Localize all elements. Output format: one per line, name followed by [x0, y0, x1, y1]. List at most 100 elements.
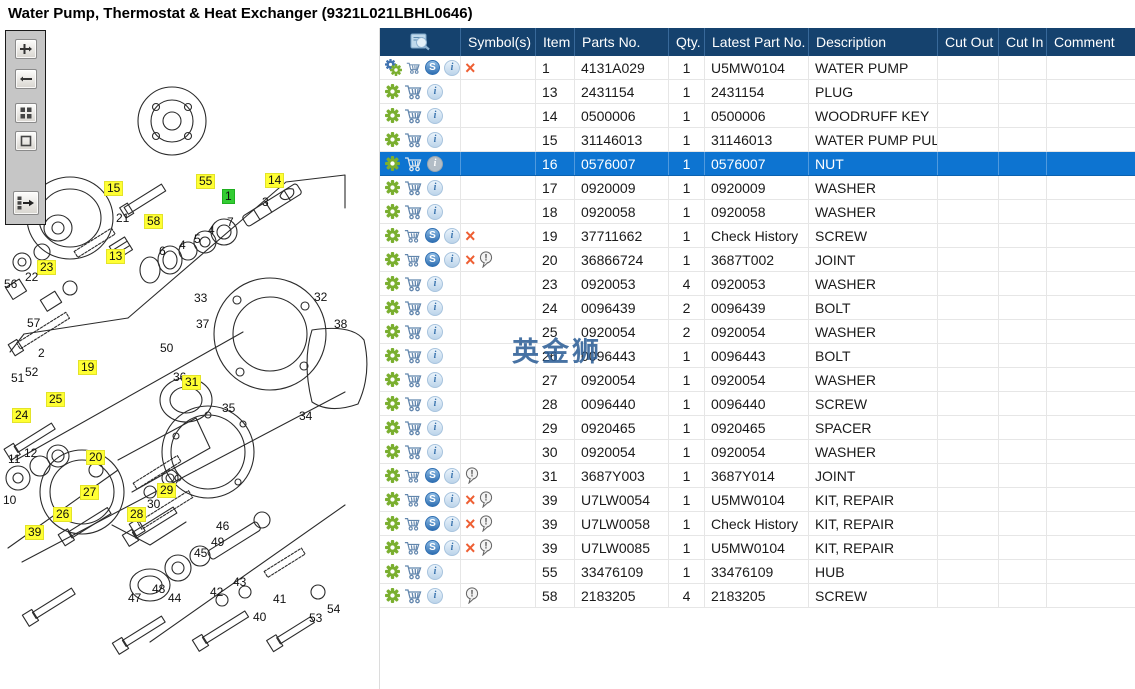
diagram-label-4[interactable]: 4 [179, 238, 186, 252]
fit-view-button[interactable] [15, 131, 37, 151]
add-to-cart-icon[interactable] [406, 60, 421, 76]
add-part-gear-icon[interactable] [385, 396, 400, 411]
add-part-gear-icon[interactable] [385, 252, 400, 267]
supersession-badge-icon[interactable]: S [425, 540, 440, 555]
add-to-cart-icon[interactable] [404, 132, 423, 148]
add-to-cart-icon[interactable] [404, 276, 423, 292]
diagram-label-40[interactable]: 40 [253, 610, 267, 624]
add-part-gear-icon[interactable] [385, 324, 400, 339]
add-to-cart-icon[interactable] [404, 516, 421, 532]
diagram-label-52[interactable]: 52 [25, 365, 39, 379]
diagram-label-23[interactable]: 23 [37, 260, 57, 275]
header-cut-in[interactable]: Cut In [999, 28, 1047, 56]
diagram-label-29[interactable]: 29 [157, 483, 177, 498]
info-badge-icon[interactable]: i [427, 107, 443, 124]
diagram-label-27[interactable]: 27 [80, 485, 100, 500]
header-symbol-s-[interactable]: Symbol(s) [461, 28, 536, 56]
info-badge-icon[interactable]: i [427, 155, 443, 172]
info-badge-icon[interactable]: i [427, 419, 443, 436]
add-part-gear-icon[interactable] [385, 348, 400, 363]
diagram-label-55[interactable]: 55 [196, 174, 216, 189]
supersession-badge-icon[interactable]: S [425, 468, 440, 483]
header-preview-cell[interactable] [380, 28, 461, 56]
info-badge-icon[interactable]: i [444, 59, 460, 76]
table-row[interactable]: i 15 31146013 1 31146013 WATER PUMP PUL [380, 128, 1135, 152]
diagram-label-21[interactable]: 21 [116, 211, 130, 225]
table-row[interactable]: i 29 0920465 1 0920465 SPACER [380, 416, 1135, 440]
diagram-label-58[interactable]: 58 [144, 214, 164, 229]
table-row[interactable]: i 25 0920054 2 0920054 WASHER [380, 320, 1135, 344]
diagram-label-49[interactable]: 49 [211, 535, 225, 549]
table-row[interactable]: i 30 0920054 1 0920054 WASHER [380, 440, 1135, 464]
diagram-label-4[interactable]: 4 [208, 223, 215, 237]
add-to-cart-icon[interactable] [404, 108, 423, 124]
info-badge-icon[interactable]: i [427, 323, 443, 340]
info-badge-icon[interactable]: i [427, 299, 443, 316]
add-part-gear-icon[interactable] [385, 564, 400, 579]
table-row[interactable]: i 14 0500006 1 0500006 WOODRUFF KEY [380, 104, 1135, 128]
diagram-label-35[interactable]: 35 [222, 401, 236, 415]
add-to-cart-icon[interactable] [404, 444, 423, 460]
diagram-label-46[interactable]: 46 [216, 519, 230, 533]
info-badge-icon[interactable]: i [427, 275, 443, 292]
add-to-cart-icon[interactable] [404, 492, 421, 508]
add-to-cart-icon[interactable] [404, 540, 421, 556]
diagram-label-33[interactable]: 33 [194, 291, 208, 305]
add-to-cart-icon[interactable] [404, 396, 423, 412]
header-description[interactable]: Description [809, 28, 938, 56]
supersession-badge-icon[interactable]: S [425, 516, 440, 531]
info-badge-icon[interactable]: i [444, 467, 460, 484]
add-part-gear-icon[interactable] [385, 132, 400, 147]
diagram-label-41[interactable]: 41 [273, 592, 287, 606]
send-to-list-button[interactable] [13, 191, 39, 215]
table-row[interactable]: i 28 0096440 1 0096440 SCREW [380, 392, 1135, 416]
table-row[interactable]: i 55 33476109 1 33476109 HUB [380, 560, 1135, 584]
diagram-label-54[interactable]: 54 [327, 602, 341, 616]
add-to-cart-icon[interactable] [404, 348, 423, 364]
info-badge-icon[interactable]: i [427, 587, 443, 604]
info-badge-icon[interactable]: i [444, 515, 460, 532]
add-to-cart-icon[interactable] [404, 156, 423, 172]
info-badge-icon[interactable]: i [427, 371, 443, 388]
zoom-in-button[interactable] [15, 39, 37, 59]
add-part-gear-icon[interactable] [385, 444, 400, 459]
diagram-label-6[interactable]: 6 [159, 244, 166, 258]
table-row[interactable]: i 23 0920053 4 0920053 WASHER [380, 272, 1135, 296]
info-badge-icon[interactable]: i [427, 83, 443, 100]
info-badge-icon[interactable]: i [427, 179, 443, 196]
add-part-gear-icon[interactable] [385, 204, 400, 219]
diagram-label-13[interactable]: 13 [106, 249, 126, 264]
info-badge-icon[interactable]: i [427, 203, 443, 220]
info-badge-icon[interactable]: i [427, 443, 443, 460]
diagram-label-24[interactable]: 24 [12, 408, 32, 423]
table-row[interactable]: i 24 0096439 2 0096439 BOLT [380, 296, 1135, 320]
diagram-label-12[interactable]: 12 [24, 446, 38, 460]
zoom-out-button[interactable] [15, 69, 37, 89]
add-part-gear-icon[interactable] [385, 588, 400, 603]
table-row[interactable]: i 26 0096443 1 0096443 BOLT [380, 344, 1135, 368]
add-part-gear-icon[interactable] [385, 540, 400, 555]
add-to-cart-icon[interactable] [404, 588, 423, 604]
header-qty-[interactable]: Qty. [669, 28, 705, 56]
diagram-label-38[interactable]: 38 [334, 317, 348, 331]
diagram-label-5[interactable]: 5 [194, 232, 201, 246]
diagram-label-20[interactable]: 20 [86, 450, 106, 465]
diagram-label-32[interactable]: 32 [314, 290, 328, 304]
diagram-label-37[interactable]: 37 [196, 317, 210, 331]
diagram-label-28[interactable]: 28 [127, 507, 147, 522]
header-cut-out[interactable]: Cut Out [938, 28, 999, 56]
info-badge-icon[interactable]: i [427, 347, 443, 364]
diagram-label-11[interactable]: 11 [8, 452, 21, 466]
add-to-cart-icon[interactable] [404, 564, 423, 580]
info-badge-icon[interactable]: i [444, 539, 460, 556]
add-to-cart-icon[interactable] [404, 300, 423, 316]
add-part-gear-icon[interactable] [385, 180, 400, 195]
add-to-cart-icon[interactable] [404, 420, 423, 436]
header-comment[interactable]: Comment [1054, 34, 1115, 50]
header-item[interactable]: Item [536, 28, 575, 56]
add-part-gear-icon[interactable] [385, 300, 400, 315]
diagram-label-44[interactable]: 44 [168, 591, 182, 605]
